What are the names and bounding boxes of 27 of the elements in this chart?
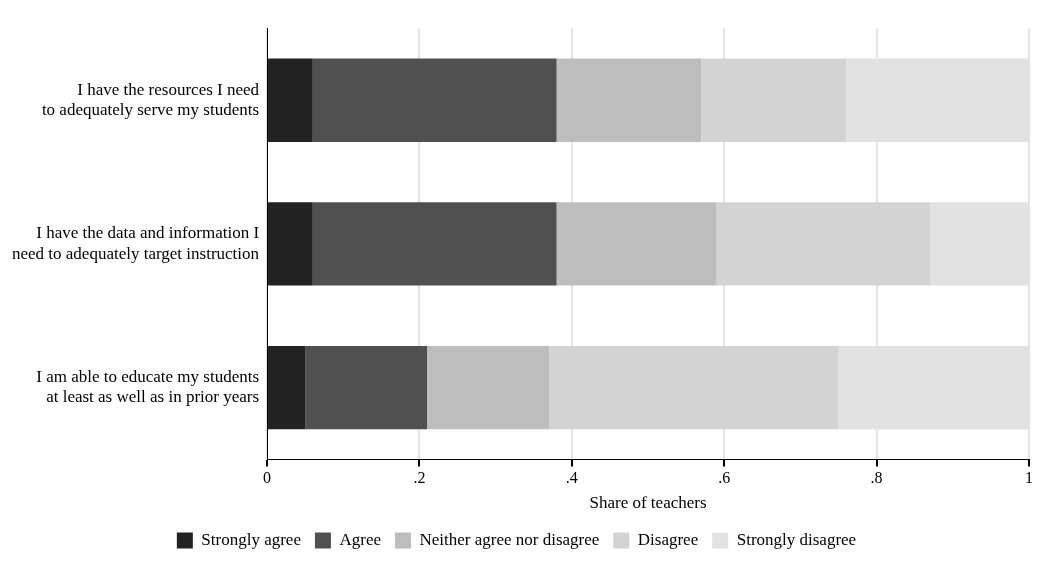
bar <box>305 345 428 430</box>
x-axis-title: Share of teachers <box>589 493 707 513</box>
bar <box>268 202 313 286</box>
bar <box>312 202 557 286</box>
legend-label: Neither agree nor disagree <box>419 529 600 549</box>
bar <box>427 345 549 430</box>
x-tick-label: .4 <box>565 469 578 487</box>
bar <box>548 345 839 430</box>
legend-label: Strongly disagree <box>736 529 857 549</box>
bar <box>312 58 557 142</box>
x-tick-label: .2 <box>413 469 426 487</box>
legend-label: Disagree <box>637 529 699 549</box>
x-tick-label: .6 <box>718 469 731 487</box>
bar <box>716 202 930 286</box>
bar <box>556 202 717 286</box>
bar <box>556 58 702 142</box>
y-tick-label: I have the resources I need to adequately serve my students <box>41 79 260 119</box>
x-tick-label: .8 <box>870 469 883 487</box>
x-tick-label: 0 <box>263 469 272 487</box>
legend-label: Agree <box>339 529 381 549</box>
x-tick-label: 1 <box>1025 469 1033 487</box>
y-tick-label: I am able to educate my students at least as well as in prior years <box>36 366 260 407</box>
y-tick-label: I have the data and information I need to adequately target instruction <box>11 223 260 263</box>
bar <box>268 58 313 142</box>
bar <box>268 345 306 430</box>
legend-label: Strongly agree <box>201 529 301 549</box>
bar <box>701 58 847 142</box>
